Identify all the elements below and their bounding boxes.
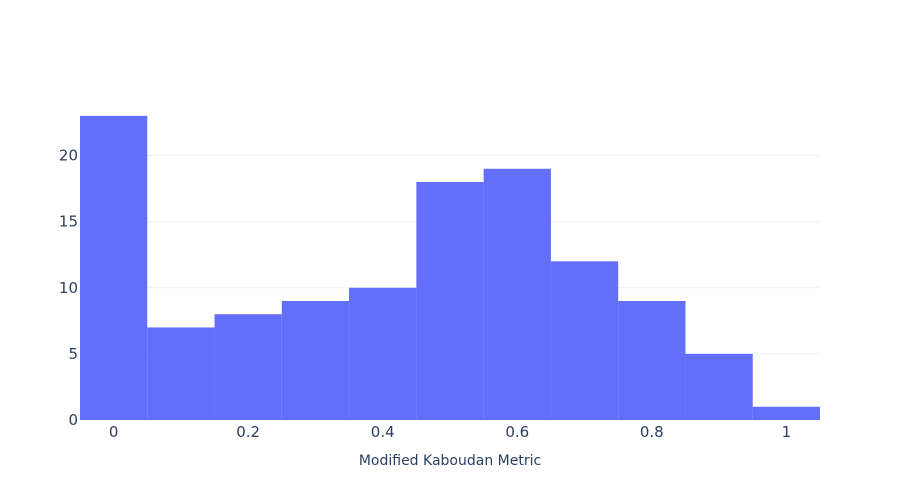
x-tick-label: 0.8 bbox=[640, 423, 664, 441]
y-tick-label: 5 bbox=[68, 345, 78, 363]
histogram-bar bbox=[147, 327, 215, 420]
histogram-bar bbox=[281, 300, 350, 420]
histogram-bar bbox=[214, 314, 282, 420]
x-tick-label: 1 bbox=[782, 423, 792, 441]
y-tick-labels: 0 5 10 15 20 bbox=[59, 147, 78, 429]
histogram-bar bbox=[80, 115, 148, 420]
x-tick-label: 0.4 bbox=[371, 423, 395, 441]
histogram-bar bbox=[483, 168, 551, 420]
histogram-bars bbox=[80, 115, 820, 420]
histogram-bar bbox=[550, 261, 619, 420]
y-tick-label: 15 bbox=[59, 213, 78, 231]
histogram-bar bbox=[618, 300, 686, 420]
histogram-bar bbox=[416, 181, 484, 420]
x-tick-label: 0.2 bbox=[236, 423, 260, 441]
x-tick-labels: 0 0.2 0.4 0.6 0.8 1 bbox=[109, 423, 791, 441]
y-tick-label: 0 bbox=[68, 411, 78, 429]
x-axis-title: Modified Kaboudan Metric bbox=[359, 453, 541, 469]
x-tick-label: 0.6 bbox=[505, 423, 529, 441]
x-tick-label: 0 bbox=[109, 423, 119, 441]
y-tick-label: 20 bbox=[59, 147, 78, 165]
histogram-bar bbox=[685, 353, 753, 420]
histogram-bar bbox=[349, 287, 417, 420]
y-tick-label: 10 bbox=[59, 279, 78, 297]
histogram-bar bbox=[752, 406, 820, 420]
